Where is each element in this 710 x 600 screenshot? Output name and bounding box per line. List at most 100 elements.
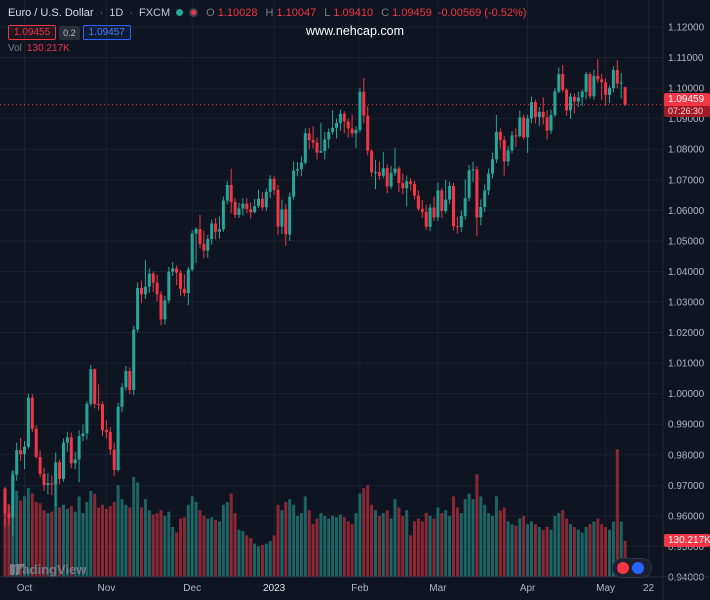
tradingview-logo[interactable]: TradingView — [10, 562, 86, 577]
candle-body — [623, 87, 627, 105]
price-tick-label: 1.08000 — [668, 145, 705, 156]
candle-body — [576, 97, 580, 102]
candle-body — [249, 209, 253, 213]
volume-bar — [89, 490, 93, 577]
candle-body — [444, 199, 448, 211]
interval-label[interactable]: 1D — [109, 6, 124, 19]
buy-button[interactable]: 1.09457 — [82, 25, 131, 40]
sell-button[interactable]: 1.09455 — [8, 25, 57, 40]
candle-body — [155, 282, 159, 295]
candle-body — [128, 371, 132, 390]
candle-body — [393, 168, 397, 173]
volume-bar — [588, 524, 592, 577]
candle-body — [198, 228, 202, 244]
candle-body — [292, 170, 296, 197]
volume-bar — [405, 510, 409, 577]
sell-dot-icon — [617, 561, 629, 574]
candle-body — [315, 142, 319, 153]
volume-bar — [34, 501, 38, 577]
volume-bar — [600, 524, 604, 577]
volume-bar — [264, 543, 268, 577]
volume-bar — [260, 545, 264, 577]
candle-body — [46, 483, 50, 486]
volume-bar — [225, 501, 229, 577]
candle-body — [537, 111, 541, 118]
candle-body — [545, 117, 549, 131]
candle-body — [151, 273, 155, 283]
time-tick-label: May — [596, 583, 615, 594]
price-tick-label: 1.07000 — [668, 175, 705, 186]
volume-bar — [284, 501, 288, 577]
volume-bar — [381, 513, 385, 577]
candle-body — [182, 288, 186, 294]
volume-bar — [23, 496, 26, 577]
candle-body — [69, 437, 73, 464]
volume-bar — [584, 526, 588, 577]
volume-bar — [366, 485, 370, 577]
buy-dot-icon — [632, 561, 644, 574]
volume-bar — [30, 493, 34, 577]
data-status-icon[interactable] — [189, 8, 199, 17]
volume-bar — [182, 517, 186, 577]
market-status-icon[interactable] — [176, 9, 184, 16]
volume-bar — [545, 526, 549, 577]
candle-body — [354, 129, 358, 134]
trading-panel-button[interactable] — [612, 558, 652, 578]
candle-body — [530, 102, 533, 119]
candle-body — [7, 513, 11, 518]
candle-body — [104, 430, 108, 432]
candle-body — [565, 89, 569, 111]
volume-bar — [108, 506, 112, 577]
volume-bar — [424, 513, 428, 577]
volume-bar — [143, 499, 147, 577]
volume-bar — [541, 529, 545, 577]
price-tick-label: 0.99000 — [668, 420, 705, 431]
candle-body — [463, 198, 467, 217]
volume-bar — [553, 515, 557, 577]
volume-bar — [471, 499, 475, 577]
volume-bar — [26, 488, 30, 577]
volume-bar — [210, 517, 214, 577]
volume-bar — [307, 510, 311, 577]
price-tick-label: 1.00000 — [668, 389, 705, 400]
candle-body — [89, 369, 93, 404]
time-tick-label: Nov — [98, 583, 116, 594]
price-tick-label: 1.06000 — [668, 206, 705, 217]
volume-bar — [580, 532, 584, 577]
candle-body — [572, 96, 576, 102]
symbol-title[interactable]: Euro / U.S. Dollar — [8, 6, 94, 19]
candle-body — [506, 150, 510, 162]
candle-body — [405, 181, 409, 189]
volume-bar — [315, 518, 319, 577]
volume-bar — [436, 507, 440, 577]
candle-body — [3, 488, 7, 514]
volume-bar — [147, 510, 151, 577]
volume-bar — [420, 521, 424, 577]
candle-body — [436, 190, 440, 218]
candle-body — [413, 184, 416, 196]
price-tick-label: 1.03000 — [668, 298, 705, 309]
volume-bar — [116, 485, 120, 577]
candle-body — [358, 91, 362, 130]
volume-bar — [132, 476, 136, 577]
exchange-label[interactable]: FXCM — [139, 6, 171, 19]
candle-body — [253, 206, 257, 213]
candle-body — [600, 79, 604, 83]
volume-bar — [229, 493, 233, 577]
spread-value: 0.2 — [59, 25, 80, 40]
candle-body — [163, 300, 167, 320]
volume-bar — [533, 524, 537, 577]
candle-body — [218, 229, 221, 232]
volume-bar — [342, 517, 346, 577]
candle-body — [124, 371, 128, 388]
time-tick-label: Oct — [17, 583, 33, 594]
volume-bar — [237, 529, 241, 577]
volume-bar — [572, 526, 576, 577]
candle-body — [491, 159, 494, 174]
volume-bar — [198, 510, 202, 577]
volume-bar — [221, 504, 225, 577]
candle-body — [54, 462, 58, 485]
candle-body — [424, 211, 428, 227]
